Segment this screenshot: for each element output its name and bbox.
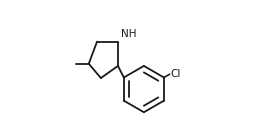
Text: Cl: Cl [170, 69, 181, 79]
Text: NH: NH [121, 29, 136, 39]
